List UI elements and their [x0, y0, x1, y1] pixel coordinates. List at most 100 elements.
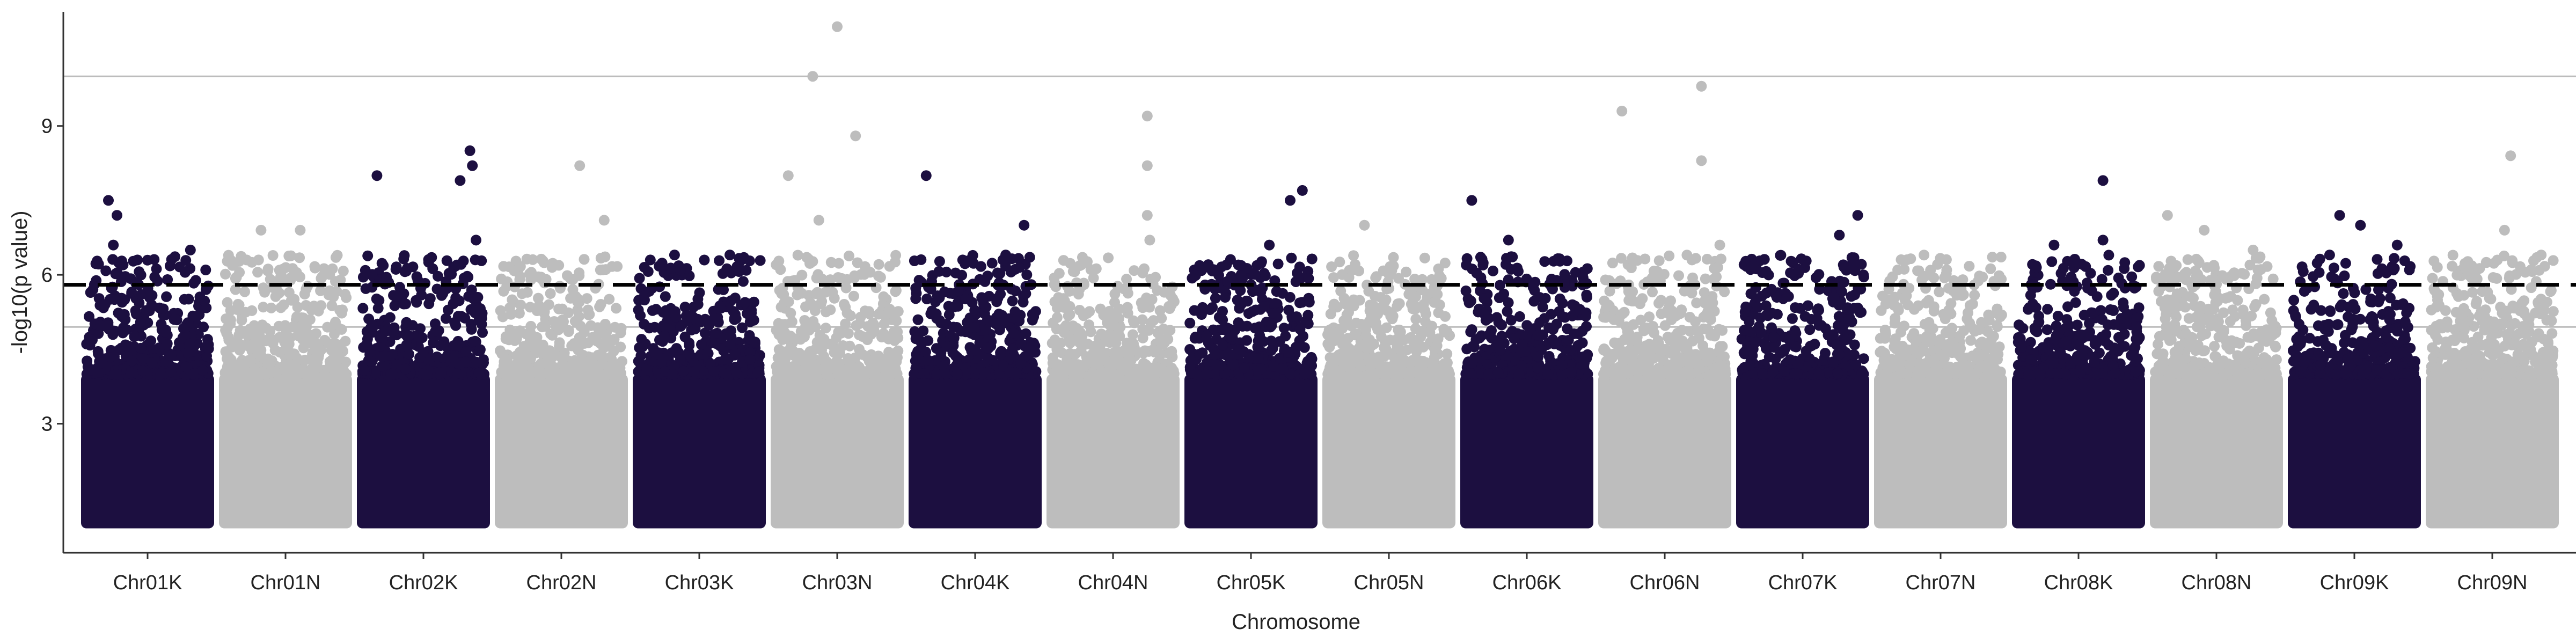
data-point [979, 276, 991, 287]
data-point [1088, 273, 1099, 284]
data-point [1334, 257, 1345, 268]
data-point [120, 339, 131, 350]
data-point [1429, 297, 1440, 308]
data-point [294, 252, 305, 264]
data-point [340, 289, 351, 300]
data-point [1027, 345, 1038, 356]
data-point [667, 369, 678, 380]
data-point [554, 337, 565, 348]
data-point [1529, 276, 1541, 288]
data-point [1433, 307, 1444, 318]
data-point [543, 299, 554, 310]
data-point [1380, 294, 1392, 305]
data-point [500, 333, 511, 345]
data-point [1015, 338, 1027, 349]
data-point [250, 335, 261, 347]
data-point [547, 365, 559, 376]
data-point [304, 354, 316, 365]
data-point [93, 259, 104, 270]
data-point [911, 331, 923, 342]
dense-points-band [357, 374, 490, 529]
data-point [304, 314, 316, 325]
data-point [1217, 340, 1228, 351]
data-point [260, 323, 272, 334]
data-point [1265, 335, 1277, 347]
data-point [1492, 367, 1504, 378]
data-point [749, 336, 760, 348]
data-point [1477, 259, 1489, 270]
data-point [1005, 266, 1016, 277]
dense-points-band [495, 374, 628, 529]
data-point [730, 367, 741, 378]
data-point [752, 367, 764, 378]
data-point [952, 369, 963, 379]
data-point [1419, 252, 1430, 264]
data-point [592, 322, 603, 333]
data-point [116, 309, 127, 320]
data-point [923, 335, 934, 346]
data-point [1109, 358, 1121, 370]
data-point [376, 361, 387, 372]
data-point [1488, 265, 1498, 276]
data-point [403, 330, 414, 341]
chromosome-Chr05K [1184, 252, 1318, 529]
data-point [364, 355, 376, 367]
data-point [292, 302, 303, 313]
data-point [100, 265, 112, 276]
data-point [135, 342, 147, 354]
data-point [1278, 363, 1289, 375]
data-point [1020, 328, 1031, 339]
data-point [916, 254, 927, 265]
data-point [654, 261, 665, 272]
data-point [370, 368, 381, 379]
data-point [1091, 263, 1102, 274]
data-point [326, 300, 338, 311]
data-point [1392, 298, 1403, 310]
data-point [1294, 297, 1305, 309]
data-point [221, 364, 232, 376]
data-point [129, 331, 141, 342]
data-point [315, 285, 326, 296]
data-point [201, 302, 212, 313]
data-point [280, 262, 291, 273]
data-point [1233, 317, 1244, 328]
data-point [795, 326, 807, 337]
data-point [322, 321, 333, 333]
data-point [477, 327, 488, 338]
data-point [478, 354, 489, 365]
data-point [359, 365, 370, 376]
data-point [441, 255, 452, 266]
data-point [689, 366, 700, 377]
data-point [84, 311, 94, 322]
data-point [1348, 250, 1359, 261]
data-point [266, 302, 277, 313]
data-point [608, 346, 619, 357]
data-point [977, 293, 988, 304]
data-point [536, 253, 547, 265]
data-point [1235, 260, 1247, 271]
data-point [313, 349, 325, 361]
data-point [147, 357, 158, 369]
data-point [435, 340, 446, 352]
data-point [840, 318, 851, 330]
data-point [426, 252, 437, 263]
data-point [969, 322, 980, 333]
data-point [1557, 369, 1568, 380]
data-point [880, 310, 891, 321]
data-point [1073, 289, 1084, 300]
data-point [658, 331, 670, 342]
data-point [324, 285, 335, 296]
data-point [398, 253, 409, 265]
data-point [1542, 369, 1554, 380]
data-point [891, 356, 902, 367]
data-point [862, 334, 873, 345]
data-point [890, 250, 902, 261]
dense-points-band [633, 374, 766, 529]
data-point [241, 340, 253, 352]
data-point [563, 326, 574, 337]
data-point [1272, 258, 1284, 269]
data-point [574, 270, 585, 281]
data-point [696, 339, 707, 350]
data-point [416, 289, 427, 301]
